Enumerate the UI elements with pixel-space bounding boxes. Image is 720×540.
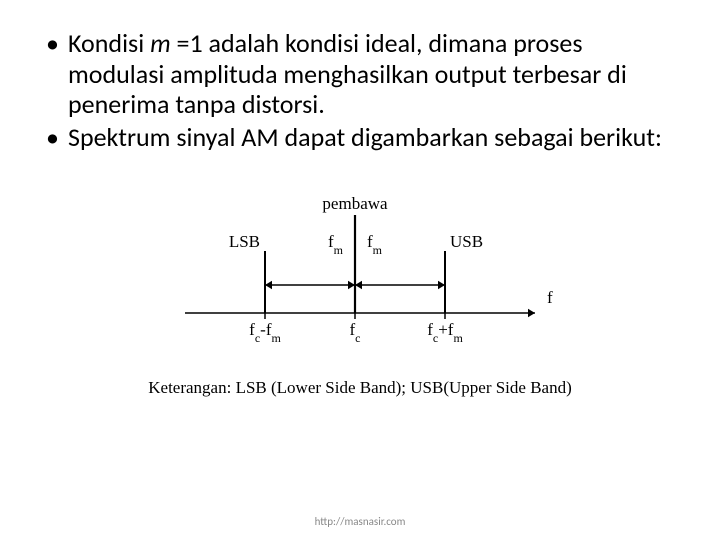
bullet-1-em: m	[150, 27, 171, 59]
bullet-2-text: Spektrum sinyal AM dapat digambarkan seb…	[68, 121, 662, 153]
svg-text:fm: fm	[328, 232, 344, 257]
footer-url: http://masnasir.com	[0, 515, 720, 528]
svg-text:pembawa: pembawa	[322, 194, 388, 213]
spectrum-diagram: f pembawa LSB USB fmfm fc-fm fc fc+fm	[155, 193, 565, 368]
diagram-container: f pembawa LSB USB fmfm fc-fm fc fc+fm Keteranga…	[40, 193, 680, 398]
svg-text:fc: fc	[350, 320, 361, 345]
bullet-list: Kondisi m =1 adalah kondisi ideal, diman…	[40, 28, 680, 153]
svg-text:fc+fm: fc+fm	[427, 320, 463, 345]
svg-text:LSB: LSB	[229, 232, 260, 251]
svg-text:USB: USB	[450, 232, 483, 251]
slide-content: Kondisi m =1 adalah kondisi ideal, diman…	[0, 0, 720, 398]
svg-text:fc-fm: fc-fm	[249, 320, 281, 345]
svg-text:f: f	[547, 288, 553, 307]
bullet-1: Kondisi m =1 adalah kondisi ideal, diman…	[40, 28, 680, 120]
spectrum-svg: f pembawa LSB USB fmfm fc-fm fc fc+fm	[155, 193, 565, 363]
bullet-1-prefix: Kondisi	[68, 27, 150, 59]
svg-text:fm: fm	[367, 232, 383, 257]
diagram-caption: Keterangan: LSB (Lower Side Band); USB(U…	[40, 378, 680, 398]
bullet-2: Spektrum sinyal AM dapat digambarkan seb…	[40, 122, 680, 153]
